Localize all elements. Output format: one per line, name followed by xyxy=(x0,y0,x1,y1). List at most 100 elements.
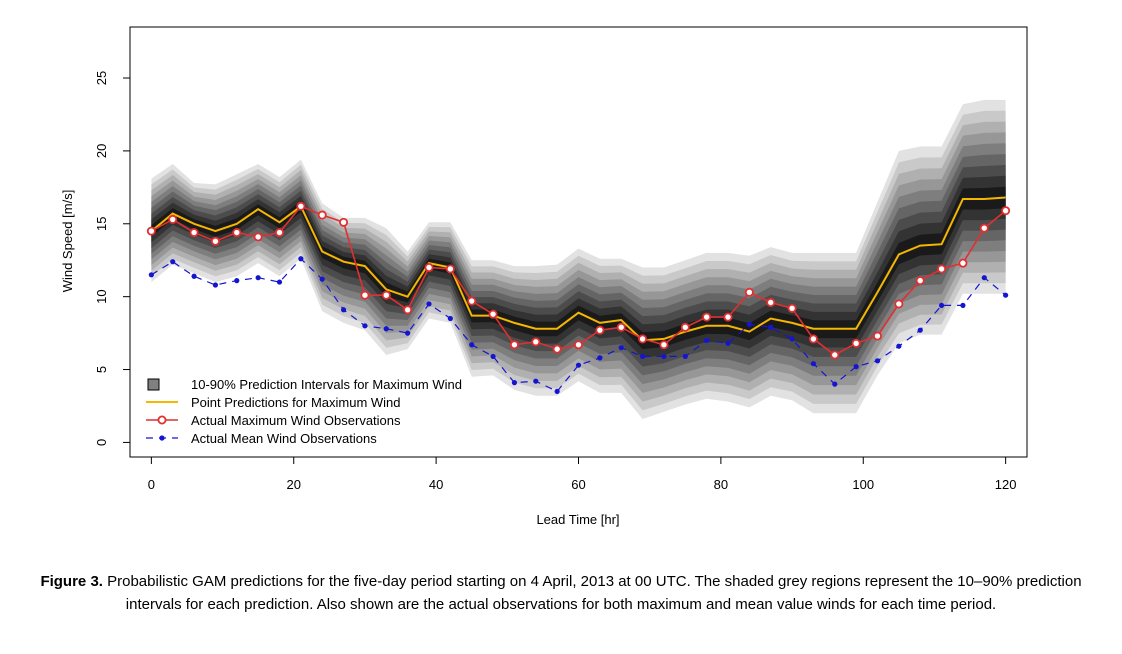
max-obs-point xyxy=(253,232,263,242)
mean-obs-point xyxy=(511,380,518,386)
max-obs-point xyxy=(531,337,541,347)
mean-obs-point xyxy=(319,276,325,282)
mean-obs-point xyxy=(725,340,731,346)
max-obs-point xyxy=(424,263,434,273)
max-obs-point xyxy=(808,334,818,344)
interval-band-9 xyxy=(151,186,1006,350)
actual-mean-line xyxy=(151,257,1006,393)
max-obs-point xyxy=(915,276,925,286)
prediction-interval-bands xyxy=(151,99,1006,420)
mean-obs-point xyxy=(276,279,283,285)
max-obs-point xyxy=(339,217,349,227)
legend-label-prediction: Point Predictions for Maximum Wind xyxy=(191,395,401,410)
legend-label-band: 10-90% Prediction Intervals for Maximum … xyxy=(191,377,462,392)
x-tick-label: 40 xyxy=(429,477,443,492)
mean-obs-point xyxy=(832,381,838,387)
x-tick-label: 20 xyxy=(287,477,301,492)
y-axis: 0 5 10 15 20 25 xyxy=(94,71,131,446)
mean-obs-point xyxy=(1003,292,1009,298)
max-obs-point xyxy=(574,340,584,350)
x-tick-label: 60 xyxy=(571,477,585,492)
mean-obs-point xyxy=(405,330,411,336)
max-obs-point xyxy=(979,223,989,233)
legend-max-swatch-marker xyxy=(157,415,167,425)
mean-obs-point xyxy=(533,378,539,384)
mean-obs-point xyxy=(789,336,795,342)
max-obs-point xyxy=(403,305,413,315)
max-obs-point xyxy=(317,210,327,220)
max-obs-point xyxy=(937,264,947,274)
max-obs-point xyxy=(296,201,306,211)
mean-obs-point xyxy=(960,302,966,309)
mean-obs-point xyxy=(704,337,710,343)
mean-obs-point xyxy=(575,362,582,368)
max-obs-point xyxy=(509,340,519,350)
y-axis-label: Wind Speed [m/s] xyxy=(60,190,75,293)
mean-obs-point xyxy=(490,353,496,360)
mean-obs-point xyxy=(148,272,154,278)
mean-obs-point xyxy=(874,358,881,364)
x-tick-label: 80 xyxy=(714,477,728,492)
mean-obs-point xyxy=(618,345,624,351)
max-obs-point xyxy=(830,350,840,360)
max-obs-point xyxy=(168,214,178,224)
y-tick-label: 5 xyxy=(94,366,109,373)
max-obs-point xyxy=(873,331,883,341)
mean-obs-point xyxy=(234,278,240,284)
max-obs-point xyxy=(958,258,968,268)
legend-label-mean: Actual Mean Wind Observations xyxy=(191,431,377,446)
mean-obs-point xyxy=(362,323,368,329)
mean-obs-point xyxy=(917,327,923,333)
max-obs-point xyxy=(210,236,220,246)
figure-caption: Figure 3. Probabilistic GAM predictions … xyxy=(40,570,1082,616)
figure-caption-label: Figure 3. xyxy=(40,573,103,590)
max-obs-point xyxy=(616,322,626,332)
max-obs-point xyxy=(381,290,391,300)
mean-obs-point xyxy=(981,275,987,281)
y-tick-label: 15 xyxy=(94,217,109,231)
max-obs-point xyxy=(595,325,605,335)
legend-mean-swatch-marker xyxy=(159,435,165,441)
mean-obs-point xyxy=(746,321,752,327)
legend: 10-90% Prediction Intervals for Maximum … xyxy=(146,377,462,446)
max-obs-point xyxy=(659,340,669,350)
max-obs-point xyxy=(552,344,562,354)
max-obs-point xyxy=(744,287,754,297)
mean-obs-point xyxy=(255,275,261,281)
max-obs-point xyxy=(274,228,284,238)
mean-obs-point xyxy=(554,388,560,395)
y-tick-label: 0 xyxy=(94,439,109,446)
max-obs-point xyxy=(851,338,861,348)
max-obs-point xyxy=(680,322,690,332)
x-tick-label: 0 xyxy=(148,477,155,492)
max-obs-point xyxy=(360,290,370,300)
max-obs-point xyxy=(488,309,498,319)
chart: 0 20 40 60 80 100 120 0 5 10 15 20 25 Lead Time [hr… xyxy=(60,26,1028,527)
point-prediction-line xyxy=(150,196,1006,342)
x-axis: 0 20 40 60 80 100 120 xyxy=(148,456,1017,492)
max-obs-point xyxy=(702,312,712,322)
actual-max-points xyxy=(146,201,1011,360)
mean-obs-point xyxy=(938,302,945,309)
mean-obs-point xyxy=(298,256,304,262)
max-obs-point xyxy=(787,303,797,313)
max-obs-point xyxy=(766,297,776,307)
max-obs-point xyxy=(445,264,455,274)
mean-obs-point xyxy=(597,355,603,361)
max-obs-point xyxy=(894,299,904,309)
x-tick-label: 120 xyxy=(995,477,1017,492)
mean-obs-point xyxy=(170,259,176,265)
legend-band-swatch xyxy=(147,378,160,391)
legend-label-max: Actual Maximum Wind Observations xyxy=(191,413,401,428)
x-tick-label: 100 xyxy=(852,477,874,492)
max-obs-point xyxy=(146,226,156,236)
y-tick-label: 25 xyxy=(94,71,109,85)
mean-obs-point xyxy=(682,353,688,360)
mean-obs-point xyxy=(469,342,475,348)
mean-obs-point xyxy=(639,353,646,360)
mean-obs-point xyxy=(896,343,902,349)
mean-obs-point xyxy=(447,315,453,322)
max-obs-point xyxy=(232,228,242,238)
mean-obs-point xyxy=(810,361,817,367)
mean-obs-point xyxy=(212,282,219,288)
